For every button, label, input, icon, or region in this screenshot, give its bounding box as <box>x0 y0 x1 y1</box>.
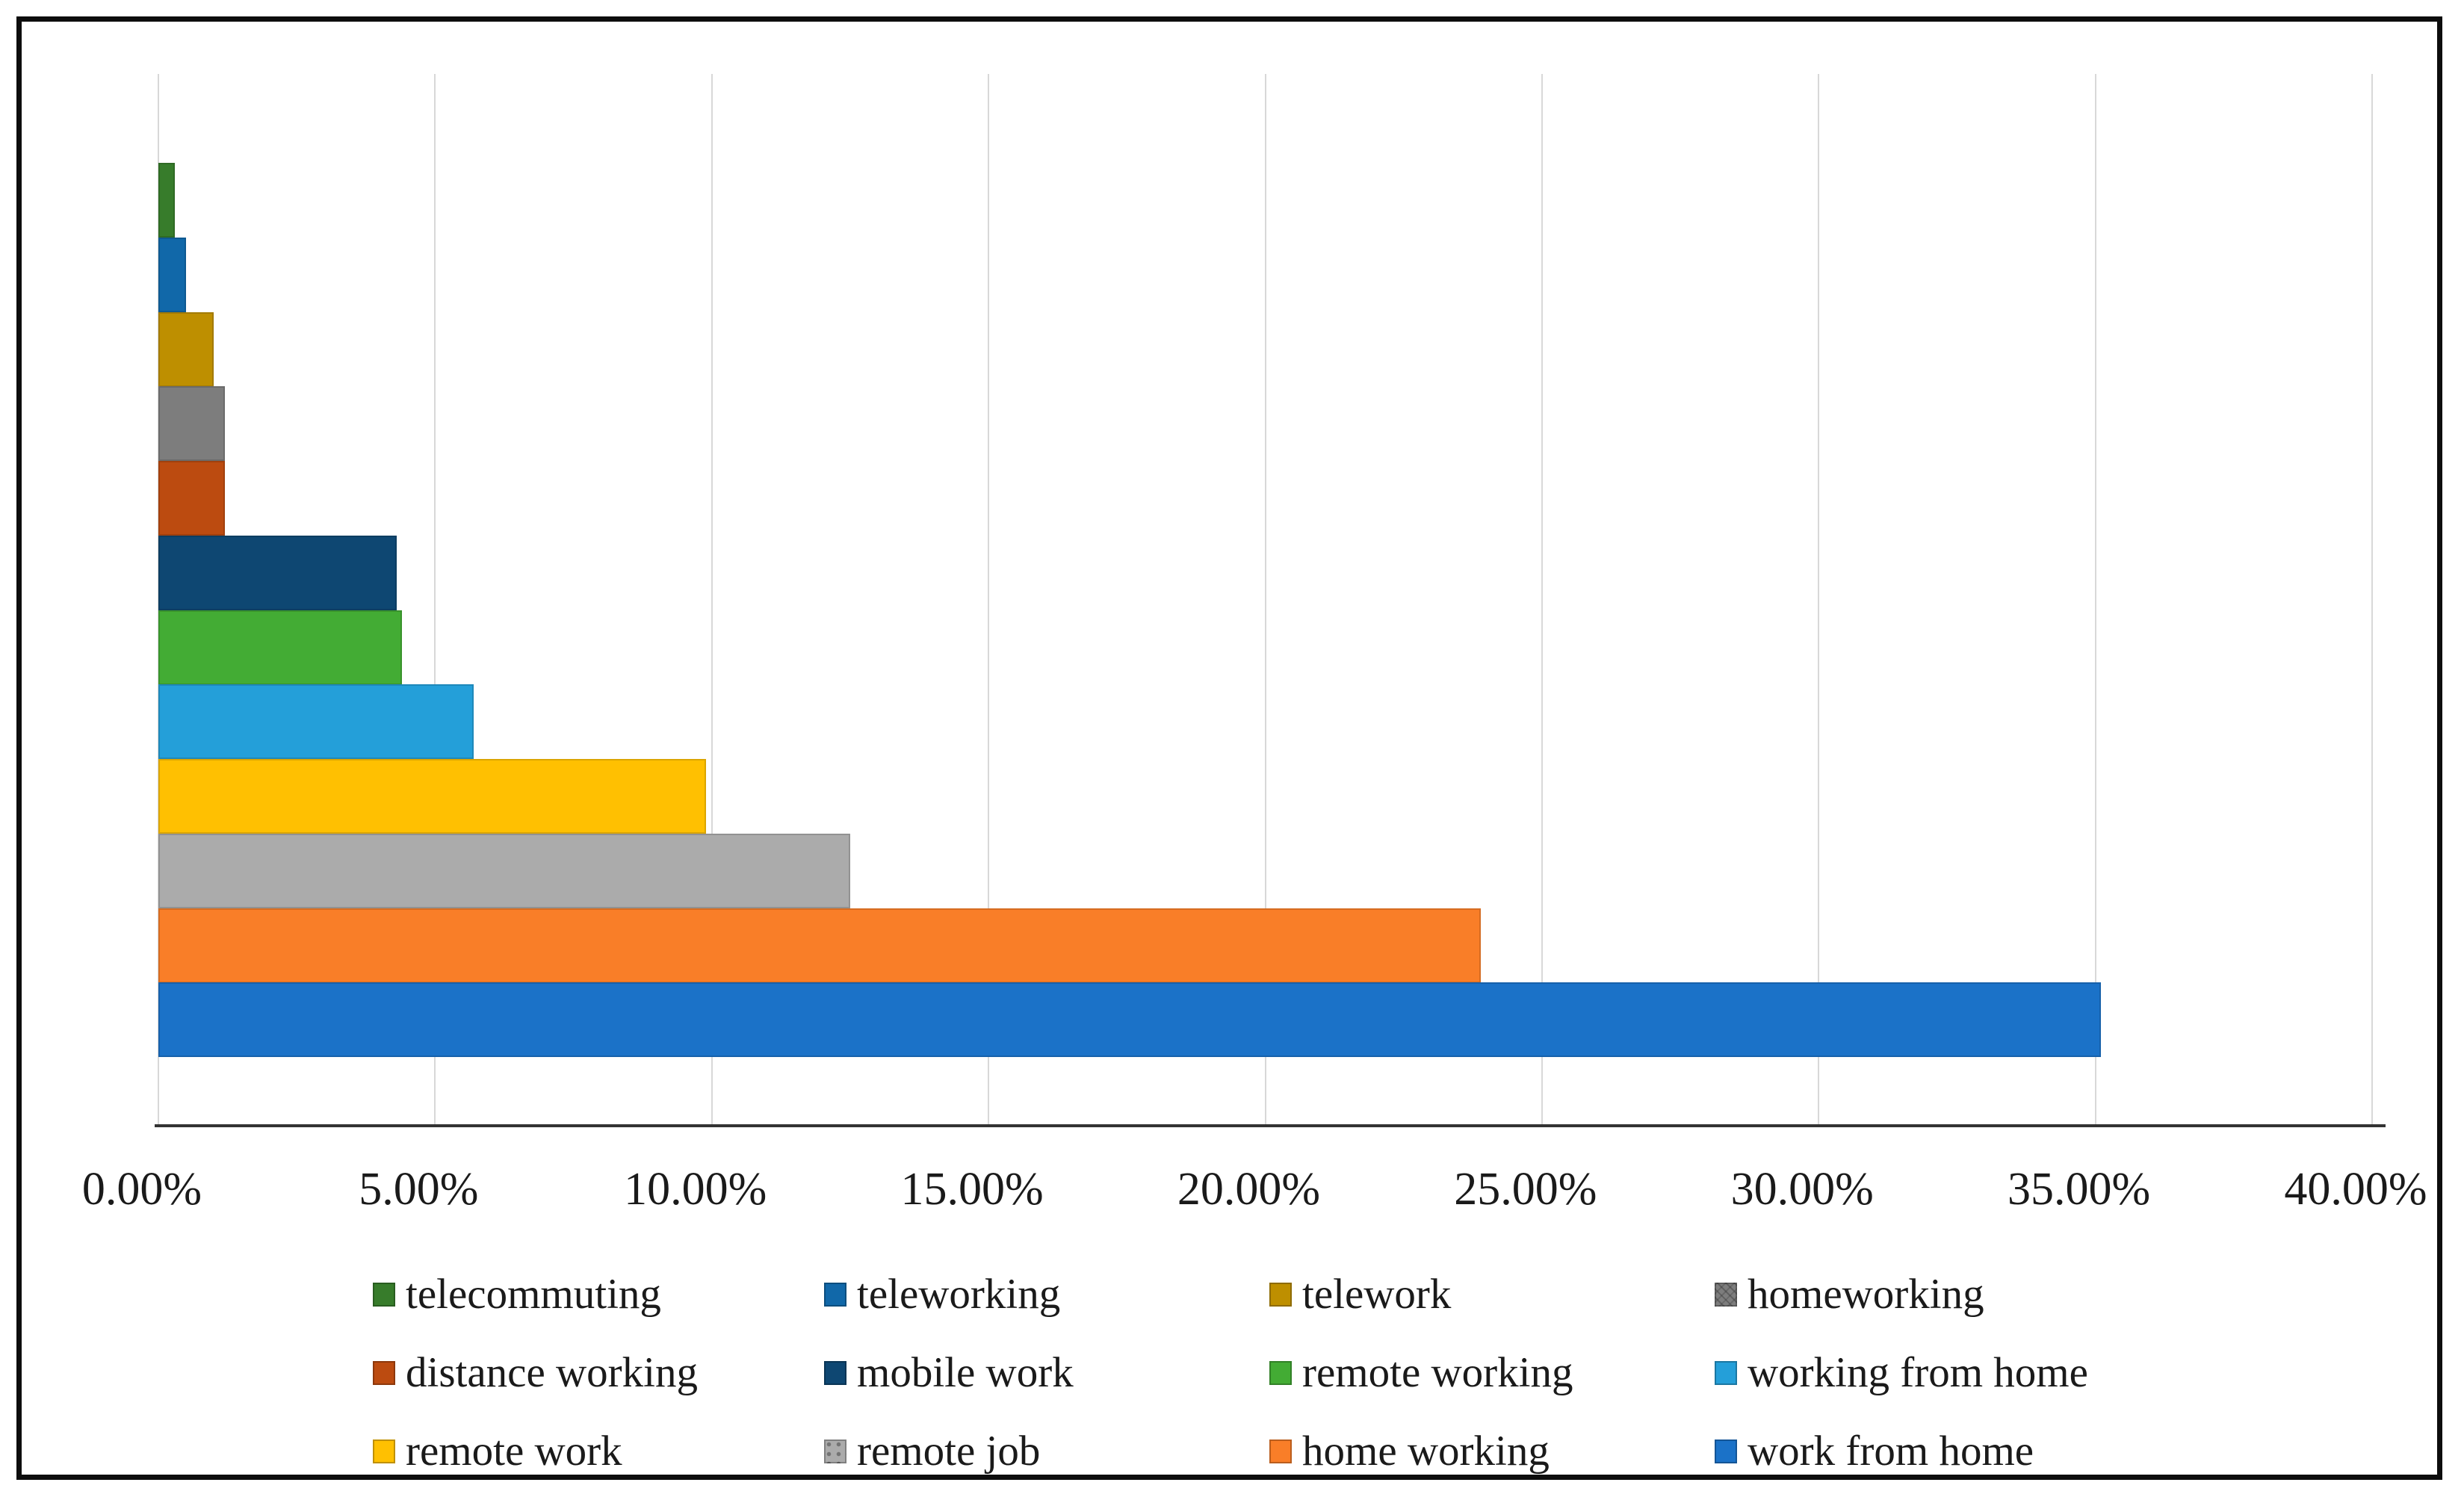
gridline-40pct <box>2371 74 2373 1126</box>
legend-swatch-icon <box>1269 1439 1292 1463</box>
legend-label: remote working <box>1302 1349 1573 1396</box>
legend-label: telework <box>1302 1271 1452 1318</box>
x-axis-line <box>155 1124 2386 1127</box>
legend-label: remote work <box>406 1428 622 1475</box>
legend-label: mobile work <box>857 1349 1074 1396</box>
gridline-10pct <box>711 74 713 1126</box>
gridline-20pct <box>1264 74 1266 1126</box>
bar-work-from-home <box>158 982 2101 1057</box>
x-tick-label-0pct: 0.00% <box>81 1164 202 1215</box>
bar-mobile-work <box>158 536 397 610</box>
legend-swatch-icon <box>1715 1439 1737 1463</box>
legend-swatch-icon <box>373 1282 395 1307</box>
x-tick-label-5pct: 5.00% <box>359 1164 479 1215</box>
x-tick-label-40pct: 40.00% <box>2284 1164 2427 1215</box>
legend-label: homeworking <box>1748 1271 1984 1318</box>
legend-swatch-icon <box>373 1360 395 1385</box>
bar-remote-job <box>158 834 850 908</box>
legend-item-mobile-work: mobile work <box>824 1351 1074 1394</box>
legend-label: home working <box>1302 1428 1550 1475</box>
legend-item-homeworking: homeworking <box>1715 1273 1984 1315</box>
bar-homeworking <box>158 386 225 461</box>
legend-swatch-icon <box>1269 1282 1292 1307</box>
bar-telework <box>158 312 214 387</box>
gridline-35pct <box>2094 74 2096 1126</box>
legend-swatch-icon <box>1715 1360 1737 1385</box>
plot-area <box>158 74 2373 1126</box>
gridline-5pct <box>434 74 436 1126</box>
bar-home-working <box>158 908 1481 983</box>
bar-remote-work <box>158 759 706 834</box>
legend-swatch-icon <box>824 1282 846 1307</box>
x-tick-label-15pct: 15.00% <box>900 1164 1044 1215</box>
legend-swatch-icon <box>824 1360 846 1385</box>
bar-remote-working <box>158 610 402 685</box>
gridline-30pct <box>1818 74 1820 1126</box>
legend-label: telecommuting <box>406 1271 661 1318</box>
bar-distance-working <box>158 461 225 536</box>
legend-item-telecommuting: telecommuting <box>373 1273 661 1315</box>
bar-teleworking <box>158 238 186 312</box>
legend-swatch-icon <box>824 1439 846 1463</box>
legend-label: distance working <box>406 1349 698 1396</box>
x-tick-label-10pct: 10.00% <box>624 1164 767 1215</box>
legend-item-remote-working: remote working <box>1269 1351 1573 1394</box>
legend-label: work from home <box>1748 1428 2034 1475</box>
gridline-15pct <box>988 74 990 1126</box>
bar-telecommuting <box>158 163 175 238</box>
legend-item-work-from-home: work from home <box>1715 1430 2034 1472</box>
gridline-25pct <box>1541 74 1543 1126</box>
legend-swatch-icon <box>1715 1282 1737 1307</box>
x-tick-label-35pct: 35.00% <box>2008 1164 2151 1215</box>
x-tick-label-20pct: 20.00% <box>1177 1164 1321 1215</box>
legend-item-distance-working: distance working <box>373 1351 698 1394</box>
x-tick-label-30pct: 30.00% <box>1730 1164 1874 1215</box>
legend-item-home-working: home working <box>1269 1430 1550 1472</box>
bar-working-from-home <box>158 684 474 759</box>
legend-label: working from home <box>1748 1349 2088 1396</box>
legend-item-remote-work: remote work <box>373 1430 622 1472</box>
legend-swatch-icon <box>373 1439 395 1463</box>
x-tick-label-25pct: 25.00% <box>1454 1164 1597 1215</box>
legend-item-working-from-home: working from home <box>1715 1351 2088 1394</box>
legend-item-teleworking: teleworking <box>824 1273 1060 1315</box>
legend-item-telework: telework <box>1269 1273 1451 1315</box>
legend-label: teleworking <box>857 1271 1061 1318</box>
legend-item-remote-job: remote job <box>824 1430 1040 1472</box>
figure-border-frame: 0.00% 5.00% 10.00% 15.00% 20.00% 25.00% 30.00%… <box>16 16 2442 1480</box>
legend-label: remote job <box>857 1428 1041 1475</box>
legend-swatch-icon <box>1269 1360 1292 1385</box>
